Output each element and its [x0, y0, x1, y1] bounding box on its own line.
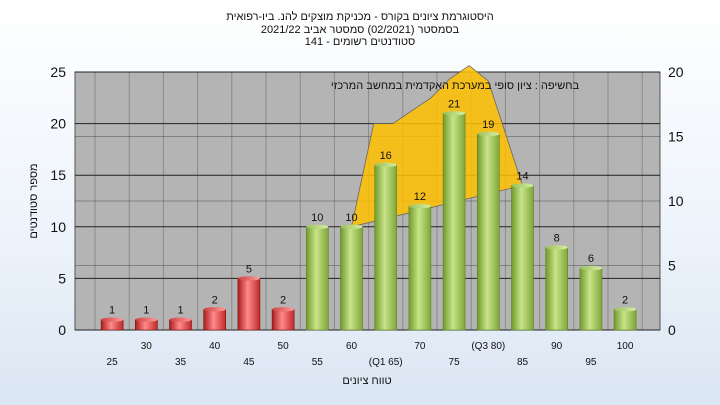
y-tick-label: 0	[58, 322, 66, 338]
bar-value-label: 1	[177, 305, 183, 317]
bar-value-label: 12	[414, 191, 426, 203]
bar-value-label: 14	[516, 171, 528, 183]
bar-cap	[340, 224, 363, 229]
bar-cap	[614, 307, 637, 312]
x-tick-label: (Q3 80)	[471, 341, 505, 352]
bar-value-label: 1	[143, 305, 149, 317]
chart-title-line-1: היסטוגרמת ציונים בקורס - מכניקת מוצקים ל…	[226, 11, 494, 23]
x-tick-label: 70	[414, 341, 426, 352]
bar	[305, 226, 329, 331]
bar-cap	[477, 131, 500, 137]
bar-value-label: 19	[482, 119, 494, 131]
chart-title-line-3: סטודנטים רשומים - 141	[304, 36, 416, 48]
y2-tick-label: 20	[668, 64, 684, 80]
x-tick-label: (Q1 65)	[369, 357, 403, 368]
bar	[545, 247, 569, 331]
x-tick-label: 85	[517, 357, 529, 368]
y-axis-title: מספר סטודנטים	[28, 163, 40, 238]
bar-cap	[203, 307, 226, 312]
bar-cap	[545, 245, 568, 250]
x-tick-label: 95	[585, 357, 597, 368]
bar-value-label: 10	[311, 212, 323, 224]
bar-cap	[237, 276, 260, 281]
x-tick-label: 60	[346, 341, 358, 352]
bar-cap	[579, 265, 602, 271]
bar-value-label: 16	[380, 150, 392, 162]
bar-value-label: 2	[622, 294, 628, 306]
bar	[476, 133, 500, 331]
bar-cap	[408, 203, 431, 209]
bar-cap	[443, 111, 466, 116]
bar-cap	[374, 162, 397, 168]
bar-cap	[135, 317, 158, 322]
bar-cap	[272, 307, 295, 312]
x-tick-label: 45	[243, 357, 255, 368]
bar-value-label: 2	[280, 294, 286, 306]
bar-value-label: 6	[588, 253, 594, 265]
x-tick-label: 50	[278, 341, 290, 352]
bar	[579, 267, 603, 331]
bar	[511, 185, 534, 331]
x-tick-label: 30	[141, 341, 153, 352]
bar-cap	[169, 317, 192, 322]
y2-tick-label: 0	[668, 322, 676, 338]
bar	[442, 112, 466, 331]
x-tick-label: 90	[551, 341, 563, 352]
bar-cap	[511, 183, 534, 188]
bar	[203, 309, 226, 331]
y-tick-label: 15	[50, 167, 66, 183]
bar-value-label: 2	[212, 294, 218, 306]
bar	[408, 205, 432, 331]
chart-title-block: היסטוגרמת ציונים בקורס - מכניקת מוצקים ל…	[0, 11, 720, 49]
x-tick-label: 75	[449, 357, 461, 368]
bar	[340, 226, 363, 331]
x-tick-label: 55	[312, 357, 324, 368]
bar	[613, 309, 637, 331]
y-tick-label: 25	[50, 64, 66, 80]
bar-value-label: 5	[246, 263, 252, 275]
y2-tick-label: 10	[668, 193, 684, 209]
bar-value-label: 8	[554, 232, 560, 244]
x-tick-label: 35	[175, 357, 187, 368]
y-tick-label: 5	[58, 270, 66, 286]
bar-value-label: 10	[345, 212, 357, 224]
bar-value-label: 1	[109, 305, 115, 317]
bar	[374, 164, 398, 331]
bar-value-label: 21	[448, 98, 460, 110]
chart-title-line-2: בסמסטר (02/2021) סמסטר אביב 2021/22	[260, 23, 460, 36]
overlay-label: בחשיפה : ציון סופי במערכת האקדמית במחשב …	[331, 80, 580, 92]
y2-tick-label: 5	[668, 258, 676, 274]
x-axis-title: טווח ציונים	[342, 375, 391, 387]
bar-cap	[101, 317, 124, 322]
bar	[271, 309, 295, 331]
bar	[237, 278, 261, 331]
y-tick-label: 10	[50, 219, 66, 235]
x-tick-label: 25	[107, 357, 119, 368]
y2-tick-label: 15	[668, 129, 684, 145]
bar-cap	[306, 224, 329, 229]
x-tick-label: 100	[617, 341, 634, 352]
x-tick-label: 40	[209, 341, 221, 352]
y-tick-label: 20	[50, 116, 66, 132]
